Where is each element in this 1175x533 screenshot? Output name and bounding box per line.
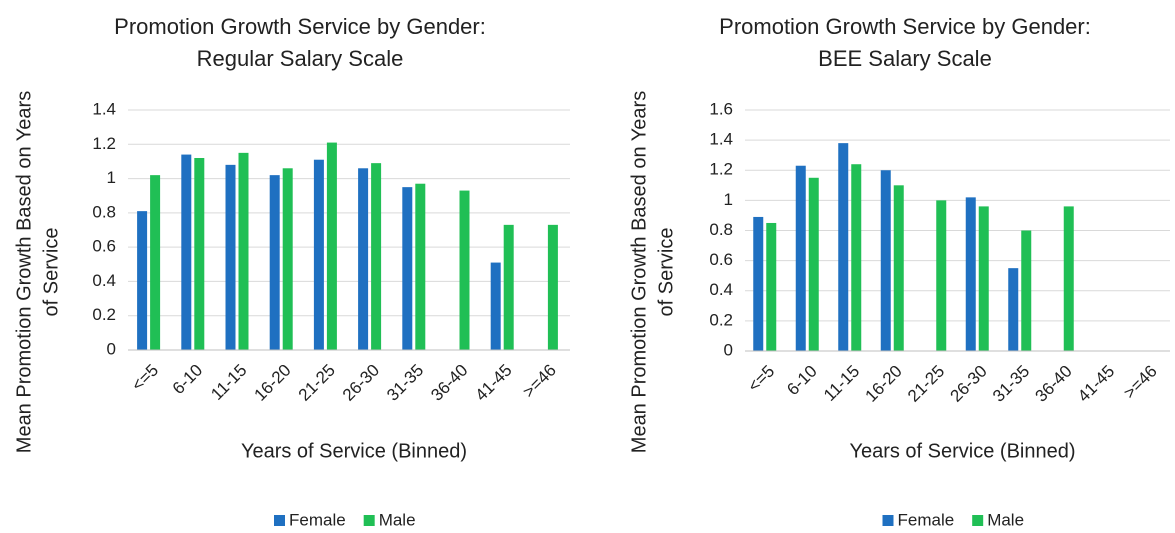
legend-swatch [274, 515, 285, 526]
y-tick-label: 1.4 [709, 130, 733, 149]
legend-label: Male [379, 510, 416, 529]
bar [1063, 206, 1074, 351]
y-axis-title: of Service [655, 228, 677, 317]
y-tick-label: 0 [724, 340, 733, 359]
y-tick-label: 0 [107, 339, 116, 358]
bar [880, 170, 891, 351]
bar [808, 177, 819, 351]
y-tick-label: 1.4 [92, 99, 116, 118]
legend-label: Female [898, 510, 955, 529]
bar [978, 206, 989, 351]
bar [459, 190, 470, 350]
bar [1021, 230, 1032, 351]
bar [1008, 268, 1019, 351]
y-tick-label: 1.2 [92, 134, 116, 153]
y-tick-label: 0.4 [709, 280, 733, 299]
y-tick-label: 1.6 [709, 99, 733, 118]
chart-title: Regular Salary Scale [197, 46, 404, 71]
y-tick-label: 0.6 [92, 237, 116, 256]
y-tick-label: 0.4 [92, 271, 116, 290]
y-tick-label: 0.2 [92, 305, 116, 324]
bar [936, 200, 947, 351]
bar [137, 211, 148, 350]
bar [194, 158, 205, 350]
bar [238, 152, 249, 350]
x-tick-label: 21-25 [904, 362, 948, 406]
y-tick-label: 1 [724, 190, 733, 209]
chart-title: BEE Salary Scale [818, 46, 992, 71]
bar [371, 163, 382, 350]
legend-swatch [882, 515, 894, 526]
x-tick-label: 11-15 [820, 362, 863, 405]
bar [490, 262, 501, 350]
bar [326, 142, 337, 350]
x-tick-label: <=5 [128, 361, 162, 395]
x-tick-label: >=46 [1120, 362, 1161, 403]
y-tick-label: 0.2 [709, 310, 733, 329]
bar [965, 197, 976, 351]
y-tick-label: 0.8 [92, 202, 116, 221]
y-axis-title: of Service [40, 228, 62, 317]
bar [766, 222, 777, 351]
x-tick-label: 6-10 [169, 361, 206, 398]
legend-label: Male [987, 510, 1024, 529]
bar [415, 183, 426, 350]
legend-label: Female [289, 510, 346, 529]
bar [402, 187, 413, 350]
x-tick-label: 6-10 [783, 362, 820, 399]
x-tick-label: 26-30 [947, 362, 991, 406]
x-tick-label: 11-15 [207, 361, 250, 404]
x-tick-label: <=5 [744, 362, 778, 396]
bar [795, 165, 806, 351]
bar [753, 216, 764, 351]
x-axis-title: Years of Service (Binned) [241, 440, 467, 462]
x-tick-label: 26-30 [339, 361, 383, 405]
bar [225, 164, 236, 350]
y-axis-title: Mean Promotion Growth Based on Years [628, 91, 650, 453]
y-tick-label: 1.2 [709, 160, 733, 179]
bar [269, 175, 280, 350]
bar [893, 185, 904, 351]
legend-swatch [972, 515, 984, 526]
y-axis-title: Mean Promotion Growth Based on Years [13, 91, 35, 453]
x-tick-label: 16-20 [862, 362, 906, 406]
x-axis-title: Years of Service (Binned) [849, 440, 1075, 462]
bar [358, 168, 369, 350]
x-tick-label: 41-45 [472, 361, 516, 405]
bar [547, 224, 558, 350]
bar [503, 224, 514, 350]
x-tick-label: >=46 [519, 361, 560, 402]
x-tick-label: 36-40 [1032, 362, 1076, 406]
bar [313, 159, 324, 350]
bar [851, 164, 862, 351]
y-tick-label: 1 [107, 168, 116, 187]
bar [282, 168, 293, 350]
x-tick-label: 16-20 [251, 361, 295, 405]
legend-swatch [363, 515, 375, 526]
bar [150, 175, 161, 350]
x-tick-label: 21-25 [295, 361, 339, 405]
x-tick-label: 41-45 [1074, 362, 1118, 406]
x-tick-label: 31-35 [989, 362, 1033, 406]
bar [838, 143, 849, 351]
y-tick-label: 0.8 [709, 220, 733, 239]
bar [181, 154, 192, 350]
x-tick-label: 36-40 [427, 361, 471, 405]
chart-title: Promotion Growth Service by Gender: [114, 14, 486, 39]
y-tick-label: 0.6 [709, 250, 733, 269]
chart-title: Promotion Growth Service by Gender: [719, 14, 1091, 39]
x-tick-label: 31-35 [383, 361, 427, 405]
